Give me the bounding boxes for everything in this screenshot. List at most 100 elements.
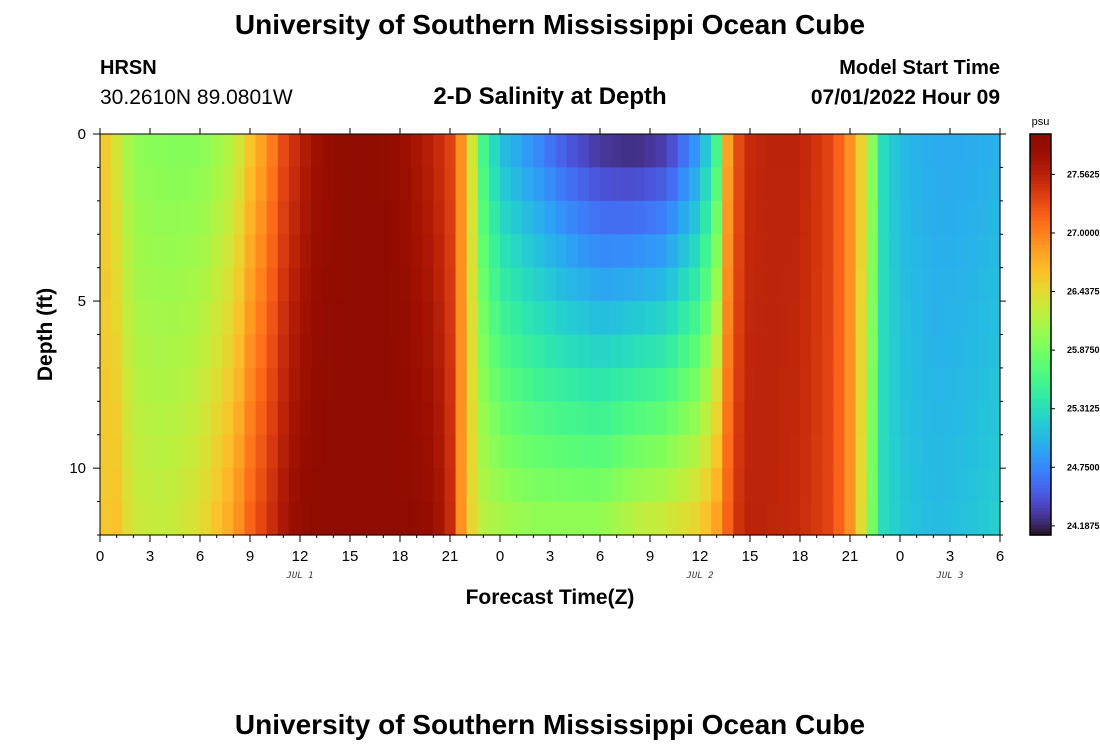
- heatmap-cell: [222, 301, 234, 336]
- heatmap-cell: [100, 501, 112, 536]
- heatmap-cell: [588, 501, 601, 536]
- heatmap-cell: [622, 334, 634, 369]
- colorbar-band: [1030, 200, 1051, 205]
- heatmap-cell: [933, 334, 946, 369]
- heatmap-cell: [955, 434, 968, 469]
- heatmap-cell: [733, 434, 746, 469]
- heatmap-cell: [688, 301, 701, 336]
- heatmap-cell: [844, 167, 857, 202]
- colorbar-band: [1030, 311, 1051, 316]
- x-tick-label: 12: [292, 548, 309, 565]
- heatmap-cell: [288, 367, 301, 402]
- heatmap-cell: [766, 468, 779, 503]
- colorbar-band: [1030, 327, 1051, 332]
- heatmap-cell: [766, 501, 779, 536]
- colorbar-tick-label: 27.5625: [1067, 169, 1100, 179]
- heatmap-cell: [133, 334, 146, 369]
- heatmap-cell: [388, 301, 401, 336]
- heatmap-cell: [155, 468, 168, 503]
- heatmap-cell: [266, 167, 279, 202]
- heatmap-cell: [377, 401, 390, 436]
- heatmap-cell: [988, 301, 1001, 336]
- heatmap-cell: [177, 434, 190, 469]
- heatmap-cell: [711, 334, 723, 369]
- heatmap-cell: [711, 468, 723, 503]
- heatmap-cell: [611, 501, 623, 536]
- heatmap-cell: [322, 301, 334, 336]
- heatmap-cell: [155, 434, 168, 469]
- heatmap-cell: [877, 334, 890, 369]
- heatmap-cell: [222, 234, 234, 269]
- heatmap-cell: [211, 234, 223, 269]
- heatmap-cell: [588, 334, 601, 369]
- heatmap-cell: [511, 200, 523, 235]
- heatmap-cell: [888, 401, 901, 436]
- heatmap-cell: [733, 134, 746, 169]
- heatmap-cell: [244, 134, 257, 169]
- colorbar-band: [1030, 287, 1051, 292]
- heatmap-cell: [666, 301, 679, 336]
- heatmap-cell: [522, 401, 534, 436]
- heatmap-cell: [611, 200, 623, 235]
- heatmap-cell: [555, 367, 568, 402]
- heatmap-cell: [711, 234, 723, 269]
- heatmap-cell: [411, 200, 423, 235]
- heatmap-cell: [511, 234, 523, 269]
- heatmap-cell: [133, 134, 146, 169]
- heatmap-cell: [922, 434, 934, 469]
- heatmap-cell: [366, 367, 379, 402]
- heatmap-cell: [766, 234, 779, 269]
- heatmap-cell: [233, 134, 246, 169]
- heatmap-cell: [744, 401, 757, 436]
- heatmap-cell: [444, 267, 457, 302]
- heatmap-cell: [744, 200, 757, 235]
- heatmap-cell: [900, 501, 912, 536]
- x-tick-label: 3: [946, 548, 954, 565]
- colorbar-band: [1030, 264, 1051, 269]
- heatmap-cell: [688, 134, 701, 169]
- heatmap-cell: [888, 267, 901, 302]
- heatmap-cell: [522, 301, 534, 336]
- x-tick-label: 18: [392, 548, 409, 565]
- heatmap-cell: [566, 501, 579, 536]
- heatmap-cell: [711, 167, 723, 202]
- heatmap-cell: [355, 200, 368, 235]
- heatmap-cell: [777, 367, 790, 402]
- heatmap-cell: [666, 468, 679, 503]
- heatmap-cell: [377, 501, 390, 536]
- heatmap-cell: [900, 167, 912, 202]
- heatmap-cell: [455, 434, 468, 469]
- heatmap-cell: [877, 401, 890, 436]
- heatmap-cell: [855, 367, 868, 402]
- heatmap-cell: [655, 200, 668, 235]
- heatmap-cell: [733, 167, 746, 202]
- heatmap-cell: [488, 367, 501, 402]
- heatmap-cell: [711, 267, 723, 302]
- heatmap-cell: [555, 334, 568, 369]
- heatmap-cell: [588, 401, 601, 436]
- heatmap-cell: [511, 401, 523, 436]
- heatmap-cell: [477, 501, 490, 536]
- heatmap-cell: [588, 200, 601, 235]
- heatmap-cell: [144, 167, 157, 202]
- heatmap-cell: [400, 134, 412, 169]
- colorbar-band: [1030, 220, 1051, 225]
- heatmap-cell: [933, 401, 946, 436]
- colorbar-band: [1030, 321, 1051, 326]
- heatmap-cell: [700, 434, 712, 469]
- heatmap-cell: [844, 367, 857, 402]
- heatmap-cell: [333, 267, 346, 302]
- heatmap-cell: [677, 167, 690, 202]
- heatmap-cell: [600, 434, 612, 469]
- heatmap-cell: [211, 367, 223, 402]
- heatmap-cell: [366, 468, 379, 503]
- heatmap-cell: [200, 334, 212, 369]
- heatmap-cell: [977, 234, 990, 269]
- heatmap-cell: [311, 234, 323, 269]
- heatmap-cell: [666, 434, 679, 469]
- colorbar-band: [1030, 164, 1051, 169]
- colorbar-band: [1030, 257, 1051, 262]
- heatmap-cell: [100, 301, 112, 336]
- heatmap-cell: [811, 301, 823, 336]
- heatmap-cell: [633, 434, 646, 469]
